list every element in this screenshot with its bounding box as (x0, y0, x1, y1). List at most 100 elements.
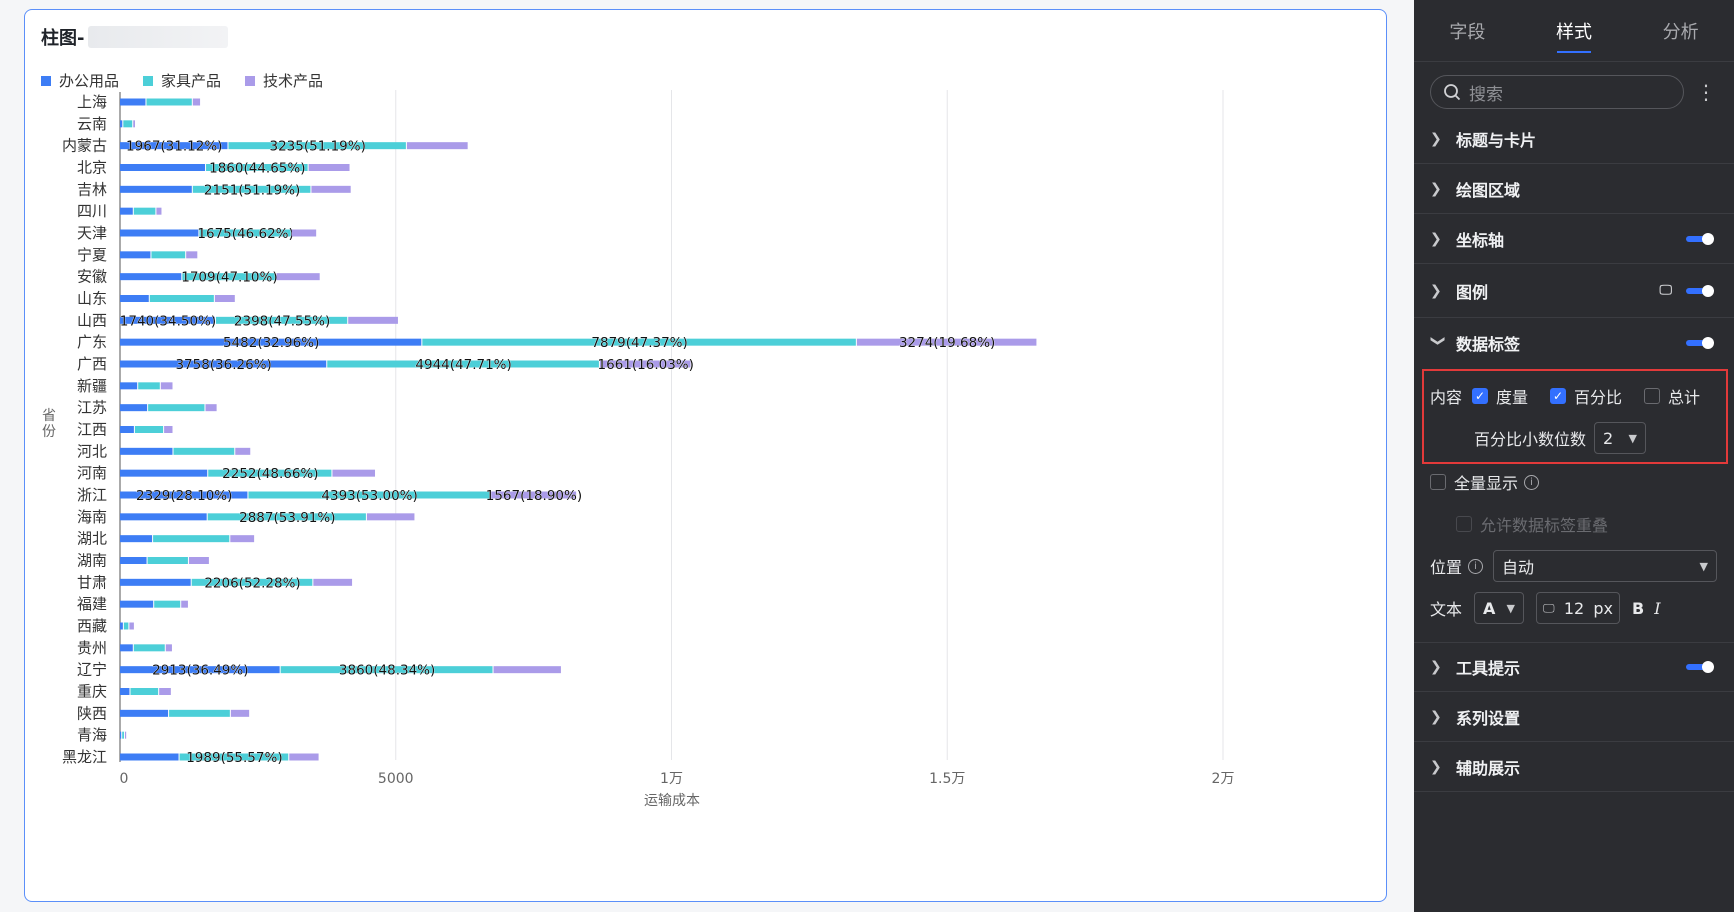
bar-segment[interactable] (422, 338, 856, 346)
bar-segment[interactable] (173, 447, 235, 455)
bar-segment[interactable] (186, 251, 198, 259)
search-input[interactable]: 搜索 (1430, 75, 1684, 109)
legend-item-furniture[interactable]: 家具产品 (143, 70, 221, 91)
bar-segment[interactable] (138, 382, 160, 390)
position-select[interactable]: 自动 ▼ (1493, 550, 1718, 582)
font-size-input[interactable]: 🖵 12 px (1536, 592, 1621, 624)
bar-segment[interactable] (120, 120, 123, 128)
bar-segment[interactable] (120, 557, 147, 564)
bar-segment[interactable] (122, 731, 124, 739)
bar-segment[interactable] (120, 622, 123, 630)
bar-segment[interactable] (120, 382, 138, 390)
info-icon[interactable]: i (1524, 474, 1540, 490)
bar-segment[interactable] (181, 600, 188, 608)
bar-segment[interactable] (120, 338, 422, 346)
bar-segment[interactable] (123, 622, 129, 630)
bar-segment[interactable] (120, 316, 215, 324)
data-label-toggle[interactable] (1686, 337, 1714, 349)
bar-segment[interactable] (120, 426, 134, 433)
bar-segment[interactable] (248, 491, 490, 499)
bar-segment[interactable] (490, 491, 577, 499)
section-tooltip[interactable]: ❯ 工具提示 (1414, 642, 1734, 692)
bar-segment[interactable] (493, 666, 561, 674)
bold-button[interactable]: B (1632, 598, 1645, 618)
bar-segment[interactable] (192, 98, 201, 106)
bar-segment[interactable] (179, 753, 289, 761)
bar-segment[interactable] (332, 469, 376, 477)
more-vertical-icon[interactable]: ⋮ (1696, 80, 1716, 104)
tab-style[interactable]: 样式 (1521, 0, 1628, 61)
bar-segment[interactable] (149, 295, 214, 302)
bar-segment[interactable] (192, 185, 311, 193)
bar-segment[interactable] (366, 513, 415, 521)
bar-segment[interactable] (120, 688, 130, 695)
bar-segment[interactable] (160, 382, 173, 390)
bar-segment[interactable] (120, 600, 154, 608)
bar-segment[interactable] (120, 753, 179, 761)
bar-segment[interactable] (156, 207, 162, 215)
bar-segment[interactable] (151, 251, 186, 259)
bar-segment[interactable] (348, 316, 398, 324)
section-legend[interactable]: ❯ 图例 🖵 (1414, 264, 1734, 318)
bar-segment[interactable] (230, 709, 250, 717)
section-axis[interactable]: ❯ 坐标轴 (1414, 214, 1734, 264)
show-all-checkbox[interactable] (1430, 474, 1446, 490)
tab-analysis[interactable]: 分析 (1662, 21, 1699, 43)
section-plot-area[interactable]: ❯ 绘图区域 (1414, 164, 1734, 214)
bar-segment[interactable] (291, 229, 317, 237)
section-series[interactable]: ❯ 系列设置 (1414, 692, 1734, 742)
legend-item-office[interactable]: 办公用品 (41, 70, 119, 91)
bar-segment[interactable] (120, 731, 122, 739)
bar-segment[interactable] (311, 185, 351, 193)
bar-segment[interactable] (205, 404, 217, 412)
section-aux[interactable]: ❯ 辅助展示 (1414, 742, 1734, 792)
bar-segment[interactable] (120, 273, 182, 281)
bar-segment[interactable] (147, 557, 188, 564)
italic-button[interactable]: I (1654, 598, 1661, 618)
bar-segment[interactable] (199, 229, 291, 237)
bar-segment[interactable] (120, 491, 248, 499)
bar-segment[interactable] (856, 338, 1037, 346)
bar-segment[interactable] (406, 142, 468, 150)
bar-segment[interactable] (276, 273, 320, 281)
bar-segment[interactable] (120, 447, 173, 455)
font-color-select[interactable]: A ▼ (1474, 592, 1525, 624)
bar-segment[interactable] (120, 207, 133, 215)
total-checkbox[interactable] (1644, 388, 1661, 404)
tooltip-toggle[interactable] (1686, 661, 1714, 673)
bar-segment[interactable] (207, 513, 366, 521)
bar-segment[interactable] (120, 185, 192, 193)
percent-checkbox[interactable]: ✓ (1550, 388, 1567, 404)
measure-checkbox[interactable]: ✓ (1472, 388, 1489, 404)
bar-segment[interactable] (164, 426, 173, 433)
bar-segment[interactable] (120, 709, 169, 717)
bar-segment[interactable] (129, 622, 134, 630)
bar-segment[interactable] (235, 447, 251, 455)
bar-segment[interactable] (130, 688, 159, 695)
bar-segment[interactable] (148, 404, 205, 412)
bar-segment[interactable] (120, 360, 327, 368)
bar-segment[interactable] (120, 469, 208, 477)
monitor-icon[interactable]: 🖵 (1659, 283, 1672, 298)
bar-segment[interactable] (120, 142, 228, 150)
bar-segment[interactable] (123, 120, 133, 128)
section-title-card[interactable]: ❯ 标题与卡片 (1414, 114, 1734, 164)
axis-toggle[interactable] (1686, 232, 1714, 245)
bar-segment[interactable] (182, 273, 276, 281)
bar-segment[interactable] (188, 557, 209, 564)
bar-segment[interactable] (206, 164, 308, 171)
decimal-select[interactable]: 2 ▼ (1594, 422, 1647, 454)
info-icon[interactable]: i (1468, 558, 1484, 574)
bar-segment[interactable] (308, 164, 350, 171)
bar-segment[interactable] (327, 360, 599, 368)
bar-segment[interactable] (120, 164, 206, 171)
bar-segment[interactable] (289, 753, 319, 761)
bar-segment[interactable] (133, 644, 165, 652)
bar-segment[interactable] (169, 709, 230, 717)
legend-item-tech[interactable]: 技术产品 (245, 70, 323, 91)
tab-fields[interactable]: 字段 (1449, 21, 1486, 43)
bar-segment[interactable] (124, 731, 127, 739)
bar-segment[interactable] (120, 295, 149, 302)
bar-segment[interactable] (134, 426, 164, 433)
bar-segment[interactable] (153, 535, 230, 543)
